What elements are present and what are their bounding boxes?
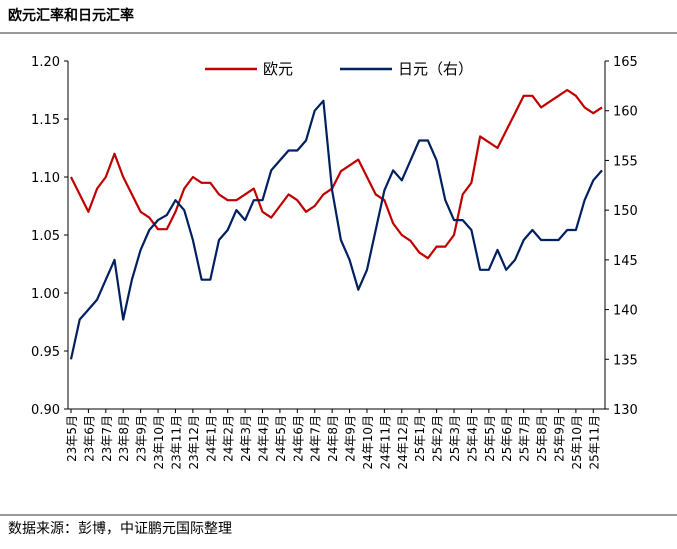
y-tick-label: 1.10 [31, 171, 60, 186]
x-tick-label: 25年3月 [448, 415, 462, 462]
x-tick-label: 23年8月 [117, 415, 131, 462]
line-series [70, 88, 603, 260]
y2-tick-label: 150 [613, 204, 638, 219]
legend-label: 日元（右） [398, 60, 473, 78]
x-tick-label: 24年9月 [344, 415, 358, 462]
x-tick-label: 24年5月 [274, 415, 288, 462]
y-tick-label: 0.90 [31, 403, 60, 418]
x-tick-label: 25年6月 [500, 415, 514, 462]
y-tick-label: 1.00 [31, 287, 60, 302]
line-series [69, 99, 603, 360]
y2-tick-label: 145 [613, 254, 638, 269]
x-tick-label: 24年6月 [291, 415, 305, 462]
x-tick-label: 25年10月 [570, 415, 584, 470]
source-note: 数据来源：彭博，中证鹏元国际整理 [8, 520, 232, 537]
x-tick-label: 25年7月 [518, 415, 532, 462]
y-tick-label: 1.15 [31, 113, 60, 128]
x-tick-label: 23年5月 [65, 415, 79, 462]
x-tick-label: 23年7月 [100, 415, 114, 462]
y2-tick-label: 130 [613, 403, 638, 418]
y2-tick-label: 165 [613, 55, 638, 70]
legend-label: 欧元 [263, 60, 293, 78]
x-tick-label: 24年8月 [326, 415, 340, 462]
x-tick-label: 24年4月 [257, 415, 271, 462]
x-tick-label: 25年5月 [483, 415, 497, 462]
y2-tick-label: 155 [613, 154, 638, 169]
x-tick-label: 24年11月 [378, 415, 392, 470]
x-tick-label: 23年11月 [169, 415, 183, 470]
y2-tick-label: 135 [613, 353, 638, 368]
x-tick-label: 24年3月 [239, 415, 253, 462]
x-tick-label: 25年8月 [535, 415, 549, 462]
x-tick-label: 25年1月 [413, 415, 427, 462]
x-tick-label: 24年7月 [309, 415, 323, 462]
x-tick-label: 24年12月 [396, 415, 410, 470]
x-tick-label: 25年9月 [552, 415, 566, 462]
x-tick-label: 25年11月 [587, 415, 601, 470]
x-tick-label: 25年4月 [465, 415, 479, 462]
y2-tick-label: 140 [613, 304, 638, 319]
x-tick-label: 24年10月 [361, 415, 375, 470]
y-tick-label: 1.20 [31, 55, 60, 70]
x-tick-label: 23年6月 [82, 415, 96, 462]
x-tick-label: 24年1月 [204, 415, 218, 462]
y2-tick-label: 160 [613, 105, 638, 120]
x-tick-label: 25年2月 [431, 415, 445, 462]
x-tick-label: 23年12月 [187, 415, 201, 470]
x-tick-label: 23年9月 [135, 415, 149, 462]
y-tick-label: 0.95 [31, 345, 60, 360]
y-tick-label: 1.05 [31, 229, 60, 244]
x-tick-label: 23年10月 [152, 415, 166, 470]
chart-title: 欧元汇率和日元汇率 [8, 7, 134, 24]
x-tick-label: 24年2月 [222, 415, 236, 462]
